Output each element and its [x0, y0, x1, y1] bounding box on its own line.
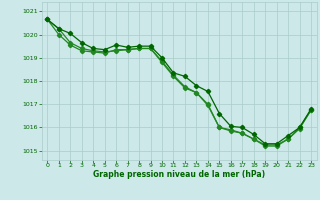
- X-axis label: Graphe pression niveau de la mer (hPa): Graphe pression niveau de la mer (hPa): [93, 170, 265, 179]
